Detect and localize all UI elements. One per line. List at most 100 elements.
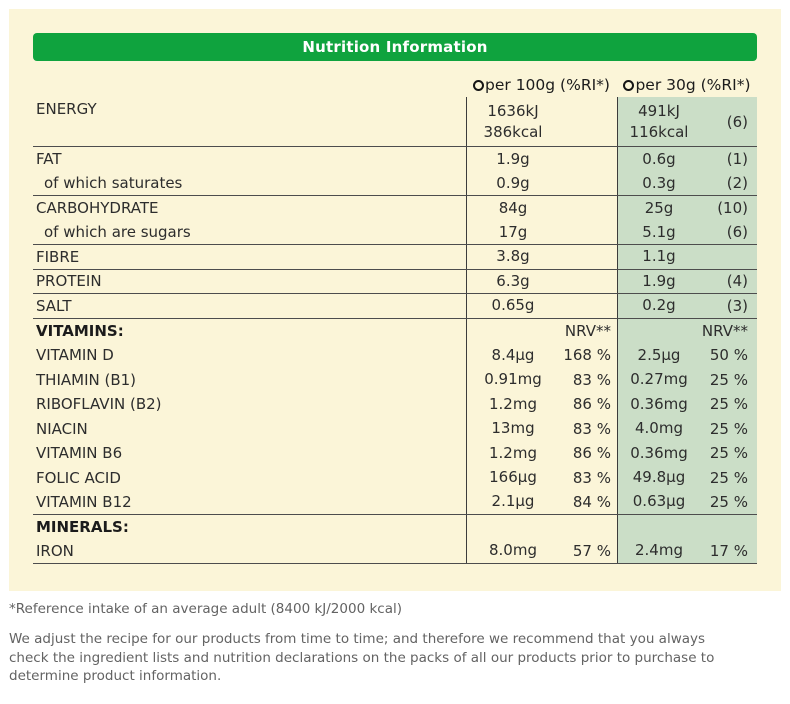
table-row: RIBOFLAVIN (B2) 1.2mg 86 % 0.36mg 25 % <box>33 392 757 417</box>
nutrient-label: FOLIC ACID <box>36 468 121 487</box>
nutrient-label: RIBOFLAVIN (B2) <box>36 395 162 414</box>
nutrient-label: VITAMIN B6 <box>36 444 123 463</box>
table-row: CARBOHYDRATE 84g 25g (10) <box>33 196 757 221</box>
nutrient-label: of which saturates <box>44 174 183 193</box>
recipe-disclaimer-note: We adjust the recipe for our products fr… <box>9 631 715 685</box>
table-row: VITAMINS: NRV** NRV** <box>33 318 757 343</box>
per-100g-cell: NRV** <box>466 318 617 343</box>
table-row: ENERGY 1636kJ 386kcal 491kJ 116kcal (6) <box>33 97 757 147</box>
per-30g-cell: 2.5µg 50 % <box>617 343 757 368</box>
per-30g-cell: 491kJ 116kcal (6) <box>617 97 757 146</box>
per-30g-percent: 25 % <box>709 419 748 438</box>
per-30g-value: 1.1g <box>642 247 676 266</box>
nutrient-label: PROTEIN <box>36 272 102 291</box>
table-row: VITAMIN B6 1.2mg 86 % 0.36mg 25 % <box>33 441 757 466</box>
table-row: MINERALS: <box>33 514 757 539</box>
per-30g-value: 49.8µg <box>632 468 686 487</box>
table-header-row: per 100g (%RI*) per 30g (%RI*) <box>33 73 757 97</box>
per-100g-value: 1.9g <box>496 149 530 168</box>
per-100g-cell: 8.4µg 168 % <box>466 343 617 368</box>
per-30g-cell: NRV** <box>617 318 757 343</box>
per-100g-value: 2.1µg <box>491 492 535 511</box>
per-100g-percent: 83 % <box>572 468 611 487</box>
per-30g-cell: 0.6g (1) <box>617 147 757 172</box>
per-100g-percent: 83 % <box>572 419 611 438</box>
per-30g-cell <box>617 514 757 539</box>
nutrient-label: MINERALS: <box>36 517 129 536</box>
per-30g-value: 0.27mg <box>630 370 688 389</box>
nutrition-table: per 100g (%RI*) per 30g (%RI*) ENERGY 16… <box>33 73 757 564</box>
per-30g-value: 5.1g <box>642 222 676 241</box>
circle-bullet-icon <box>623 79 635 91</box>
per-100g-value: 0.91mg <box>484 370 542 389</box>
per-100g-cell: 1.2mg 86 % <box>466 441 617 466</box>
per-30g-value: 0.3g <box>642 173 676 192</box>
per-30g-value: 2.5µg <box>637 345 681 364</box>
per-100g-cell: 84g <box>466 196 617 221</box>
per-100g-cell: 17g <box>466 220 617 244</box>
per-30g-percent: 50 % <box>709 346 748 365</box>
per-100g-cell: 0.91mg 83 % <box>466 367 617 392</box>
per-30g-percent: (6) <box>726 223 748 242</box>
per-30g-cell: 0.36mg 25 % <box>617 441 757 466</box>
per-30g-cell: 1.9g (4) <box>617 269 757 293</box>
table-row: NIACIN 13mg 83 % 4.0mg 25 % <box>33 416 757 441</box>
table-row: of which saturates 0.9g 0.3g (2) <box>33 171 757 196</box>
per-30g-percent: 17 % <box>709 541 748 560</box>
table-body: ENERGY 1636kJ 386kcal 491kJ 116kcal (6) FA… <box>33 97 757 564</box>
per-100g-value: 8.4µg <box>491 345 535 364</box>
per-30g-percent: (10) <box>717 199 748 218</box>
per-30g-value: 0.63µg <box>632 492 686 511</box>
per-100g-cell: 3.8g <box>466 245 617 269</box>
nutrient-label: THIAMIN (B1) <box>36 370 137 389</box>
per-100g-value: 3.8g <box>496 247 530 266</box>
per-30g-percent: (2) <box>726 174 748 193</box>
per-100g-value: 0.65g <box>491 296 535 315</box>
nutrient-label: FIBRE <box>36 247 80 266</box>
per-30g-cell: 25g (10) <box>617 196 757 221</box>
per-30g-percent: 25 % <box>709 444 748 463</box>
per-30g-percent: 25 % <box>709 370 748 389</box>
per-30g-value: 4.0mg <box>635 419 683 438</box>
per-30g-cell: 49.8µg 25 % <box>617 465 757 490</box>
per-30g-value: 491kJ 116kcal <box>629 101 689 141</box>
table-row: of which are sugars 17g 5.1g (6) <box>33 220 757 245</box>
per-100g-percent: 86 % <box>572 444 611 463</box>
nutrient-label: NIACIN <box>36 419 88 438</box>
per-30g-percent: (4) <box>726 272 748 291</box>
per-30g-cell: 0.2g (3) <box>617 294 757 318</box>
per-30g-percent: (3) <box>726 296 748 315</box>
per-30g-percent: 25 % <box>709 492 748 511</box>
per-100g-value: 1636kJ 386kcal <box>483 101 543 141</box>
nutrient-label: ENERGY <box>36 100 97 118</box>
per-100g-percent: 57 % <box>572 541 611 560</box>
per-100g-value: 1.2mg <box>489 394 537 413</box>
per-30g-value: 25g <box>644 198 674 217</box>
table-row: VITAMIN B12 2.1µg 84 % 0.63µg 25 % <box>33 490 757 515</box>
per-30g-cell: 0.3g (2) <box>617 171 757 195</box>
nutrient-label: of which are sugars <box>44 223 191 242</box>
per-100g-value: 6.3g <box>496 271 530 290</box>
nutrition-panel: Nutrition Information per 100g (%RI*) pe… <box>9 9 781 591</box>
per-100g-cell: 0.9g <box>466 171 617 195</box>
per-30g-percent: (6) <box>726 112 748 131</box>
per-30g-value: 0.2g <box>642 296 676 315</box>
per-30g-cell: 4.0mg 25 % <box>617 416 757 441</box>
per-100g-value: 17g <box>498 222 528 241</box>
table-row: FAT 1.9g 0.6g (1) <box>33 147 757 172</box>
per-100g-percent: 86 % <box>572 395 611 414</box>
per-30g-cell: 1.1g <box>617 245 757 269</box>
table-row: FIBRE 3.8g 1.1g <box>33 245 757 270</box>
circle-bullet-icon <box>473 79 485 91</box>
per-100g-percent: 168 % <box>563 346 611 365</box>
nutrient-label: VITAMIN B12 <box>36 492 132 511</box>
per-100g-value: 166µg <box>489 468 537 487</box>
nutrient-label: VITAMIN D <box>36 346 114 365</box>
per-30g-cell: 2.4mg 17 % <box>617 539 757 563</box>
per-100g-header-label: per 100g (%RI*) <box>485 76 610 94</box>
per-100g-value: 13mg <box>491 419 535 438</box>
per-100g-percent: NRV** <box>564 321 611 340</box>
footnotes: *Reference intake of an average adult (8… <box>9 600 735 685</box>
nutrient-label: CARBOHYDRATE <box>36 199 159 218</box>
per-100g-cell: 2.1µg 84 % <box>466 490 617 514</box>
